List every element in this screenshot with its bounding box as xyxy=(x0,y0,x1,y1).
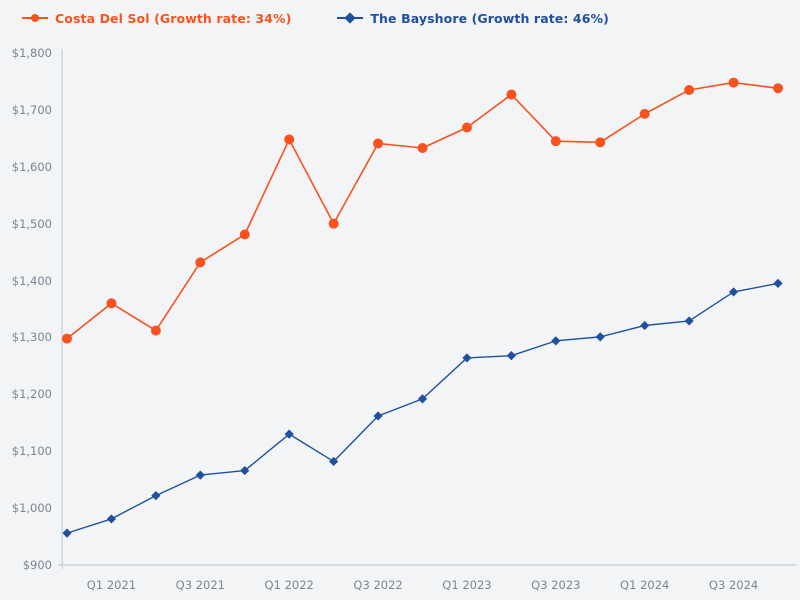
y-axis-tick-label: $1,100 xyxy=(11,444,52,459)
data-point[interactable] xyxy=(728,287,739,297)
y-axis-tick-label: $1,500 xyxy=(11,216,52,231)
x-axis-tick-label: Q1 2023 xyxy=(442,578,492,592)
legend-marker-circle-icon xyxy=(22,11,48,25)
y-axis-tick-label: $1,700 xyxy=(11,102,52,117)
data-point[interactable] xyxy=(284,429,294,439)
y-axis-tick-label: $1,800 xyxy=(11,46,52,60)
y-axis-tick-label: $1,200 xyxy=(11,387,52,402)
data-point[interactable] xyxy=(773,278,783,288)
series-circle xyxy=(62,77,783,344)
data-point[interactable] xyxy=(106,298,117,309)
y-axis-tick-label: $1,000 xyxy=(11,501,52,516)
data-point[interactable] xyxy=(550,136,561,147)
x-axis-tick-label: Q1 2022 xyxy=(264,578,314,592)
chart-legend: Costa Del Sol (Growth rate: 34%) The Bay… xyxy=(0,0,800,36)
data-point[interactable] xyxy=(239,229,250,240)
data-point[interactable] xyxy=(417,394,428,404)
data-point[interactable] xyxy=(329,456,339,467)
legend-label-costa-del-sol: Costa Del Sol (Growth rate: 34%) xyxy=(55,10,292,26)
x-axis-tick-label: Q3 2021 xyxy=(175,578,225,592)
legend-item-the-bayshore[interactable]: The Bayshore (Growth rate: 46%) xyxy=(337,11,609,26)
data-point[interactable] xyxy=(284,134,295,145)
data-point[interactable] xyxy=(62,528,72,538)
legend-marker-diamond-icon xyxy=(337,11,364,25)
data-point[interactable] xyxy=(195,257,206,268)
data-point[interactable] xyxy=(150,325,161,336)
data-point[interactable] xyxy=(640,320,650,331)
x-axis-tick-label: Q3 2024 xyxy=(708,578,759,592)
data-point[interactable] xyxy=(240,465,250,476)
data-point[interactable] xyxy=(684,316,694,326)
chart-plot-area: $1,800 $1,700 $1,600 $1,500 $1,400 $1,300 $1,2… xyxy=(0,36,800,600)
y-axis-tick-label: $1,400 xyxy=(11,273,52,288)
series-diamond xyxy=(62,278,783,538)
x-axis-tick-label: Q1 2024 xyxy=(620,578,670,592)
data-point[interactable] xyxy=(62,333,72,344)
y-axis-tick-label: $900 xyxy=(22,558,52,572)
legend-item-costa-del-sol[interactable]: Costa Del Sol (Growth rate: 34%) xyxy=(22,11,291,26)
data-point[interactable] xyxy=(551,336,561,346)
x-axis-tick-label: Q1 2021 xyxy=(86,578,137,592)
data-point[interactable] xyxy=(773,83,783,94)
chart-canvas xyxy=(58,49,796,569)
data-point[interactable] xyxy=(506,351,516,361)
data-point[interactable] xyxy=(462,353,472,363)
data-point[interactable] xyxy=(373,411,383,421)
data-point[interactable] xyxy=(506,89,517,100)
data-point[interactable] xyxy=(373,138,384,149)
data-point[interactable] xyxy=(684,84,695,95)
x-axis-tick-label: Q3 2022 xyxy=(353,578,403,592)
data-point[interactable] xyxy=(728,77,739,88)
legend-label-the-bayshore: The Bayshore (Growth rate: 46%) xyxy=(370,10,609,26)
data-point[interactable] xyxy=(328,218,339,229)
data-point[interactable] xyxy=(461,122,472,133)
x-axis-tick-label: Q3 2023 xyxy=(531,578,581,592)
data-point[interactable] xyxy=(417,143,428,154)
y-axis-tick-label: $1,300 xyxy=(11,330,52,345)
data-point[interactable] xyxy=(595,332,605,342)
data-point[interactable] xyxy=(151,490,161,501)
data-point[interactable] xyxy=(195,470,205,480)
data-point[interactable] xyxy=(106,514,117,524)
data-point[interactable] xyxy=(639,108,650,119)
y-axis-tick-label: $1,600 xyxy=(11,159,52,174)
data-point[interactable] xyxy=(595,137,606,148)
